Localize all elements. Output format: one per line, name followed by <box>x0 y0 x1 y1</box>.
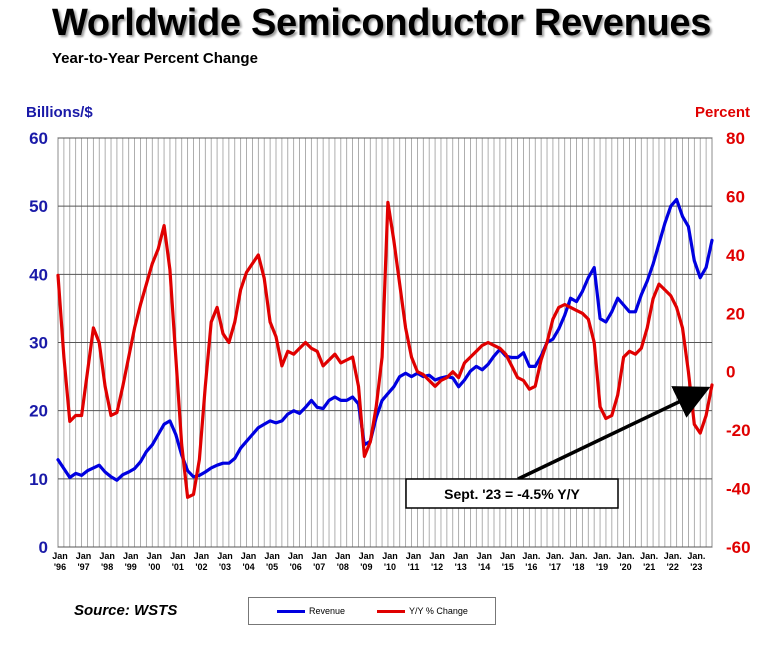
x-tick-label-month: Jan <box>476 551 492 561</box>
x-tick-label-month: Jan. <box>546 551 564 561</box>
x-tick-label-year: '10 <box>384 562 396 572</box>
x-tick-label-year: '22 <box>667 562 679 572</box>
source-note: Source: WSTS <box>74 602 178 619</box>
right-tick-label: 80 <box>726 129 745 148</box>
x-tick-label-month: Jan <box>429 551 445 561</box>
x-tick-label-month: Jan <box>406 551 422 561</box>
chart-subtitle: Year-to-Year Percent Change <box>52 50 258 67</box>
annotation-arrow <box>517 386 711 481</box>
x-tick-label-year: '14 <box>478 562 490 572</box>
x-tick-label-year: '00 <box>148 562 160 572</box>
x-tick-label-month: Jan <box>453 551 469 561</box>
right-tick-label: 60 <box>726 187 745 206</box>
revenue-line <box>56 197 714 482</box>
x-tick-label-year: '15 <box>502 562 514 572</box>
left-tick-label: 0 <box>39 538 48 557</box>
x-tick-label-month: Jan <box>359 551 375 561</box>
legend-label-yoy: Y/Y % Change <box>409 606 468 616</box>
x-tick-label-year: '11 <box>408 562 420 572</box>
x-tick-label-month: Jan. <box>664 551 682 561</box>
x-tick-label-year: '20 <box>620 562 632 572</box>
x-tick-label-year: '18 <box>572 562 584 572</box>
chart-legend: Revenue Y/Y % Change <box>248 597 496 625</box>
x-tick-label-month: Jan. <box>687 551 705 561</box>
x-tick-label-year: '97 <box>77 562 89 572</box>
x-tick-label-year: '09 <box>360 562 372 572</box>
right-tick-label: -60 <box>726 538 751 557</box>
right-tick-label: 20 <box>726 304 745 323</box>
x-tick-label-year: '05 <box>266 562 278 572</box>
x-tick-label-month: Jan <box>123 551 139 561</box>
yoy-change-line <box>56 200 714 499</box>
x-tick-label-year: '99 <box>125 562 137 572</box>
x-tick-label-month: Jan <box>335 551 351 561</box>
right-tick-label: -20 <box>726 421 751 440</box>
left-tick-label: 10 <box>29 470 48 489</box>
right-tick-label: 40 <box>726 246 745 265</box>
x-tick-label-year: '08 <box>337 562 349 572</box>
left-tick-label: 40 <box>29 265 48 284</box>
x-tick-label-year: '17 <box>549 562 561 572</box>
x-tick-label-year: '02 <box>195 562 207 572</box>
x-tick-label-month: Jan <box>264 551 280 561</box>
x-tick-label-month: Jan <box>147 551 163 561</box>
x-tick-label-year: '16 <box>525 562 537 572</box>
legend-swatch-yoy <box>377 609 405 613</box>
x-tick-label-month: Jan. <box>522 551 540 561</box>
legend-item-revenue: Revenue <box>277 598 345 624</box>
x-tick-label-month: Jan <box>76 551 92 561</box>
x-tick-label-year: '19 <box>596 562 608 572</box>
x-tick-label-year: '06 <box>290 562 302 572</box>
x-tick-label-month: Jan <box>170 551 186 561</box>
x-tick-label-month: Jan <box>241 551 257 561</box>
x-tick-label-year: '23 <box>690 562 702 572</box>
x-tick-label-month: Jan. <box>617 551 635 561</box>
x-tick-label-month: Jan. <box>640 551 658 561</box>
legend-item-yoy: Y/Y % Change <box>377 598 468 624</box>
x-tick-label-year: '96 <box>54 562 66 572</box>
x-tick-label-year: '07 <box>313 562 325 572</box>
x-tick-label-month: Jan <box>217 551 233 561</box>
right-tick-label: -40 <box>726 480 751 499</box>
x-tick-label-month: Jan <box>52 551 68 561</box>
x-tick-label-month: Jan <box>311 551 327 561</box>
left-tick-label: 60 <box>29 129 48 148</box>
x-tick-label-month: Jan <box>382 551 398 561</box>
right-axis-label: Percent <box>695 104 751 121</box>
legend-swatch-revenue <box>277 609 305 613</box>
annotation-box <box>405 478 619 509</box>
left-axis-label: Billions/$ <box>26 104 93 121</box>
x-tick-label-month: Jan <box>194 551 210 561</box>
left-tick-label: 50 <box>29 197 48 216</box>
legend-label-revenue: Revenue <box>309 606 346 616</box>
x-tick-label-year: '13 <box>455 562 467 572</box>
x-tick-label-year: '98 <box>101 562 113 572</box>
annotation-label: Sept. '23 = -4.5% Y/Y <box>444 486 580 502</box>
x-tick-label-month: Jan <box>500 551 516 561</box>
left-tick-label: 20 <box>29 402 48 421</box>
right-tick-label: 0 <box>726 363 735 382</box>
x-tick-label-month: Jan. <box>569 551 587 561</box>
x-tick-label-year: '21 <box>643 562 655 572</box>
x-tick-label-year: '12 <box>431 562 443 572</box>
x-tick-label-month: Jan <box>99 551 115 561</box>
chart-title: Worldwide Semiconductor Revenues <box>52 2 712 44</box>
x-tick-label-month: Jan <box>288 551 304 561</box>
x-tick-label-year: '04 <box>242 562 254 572</box>
x-tick-label-year: '01 <box>172 562 184 572</box>
left-tick-label: 30 <box>29 334 48 353</box>
x-tick-label-year: '03 <box>219 562 231 572</box>
x-tick-label-month: Jan. <box>593 551 611 561</box>
